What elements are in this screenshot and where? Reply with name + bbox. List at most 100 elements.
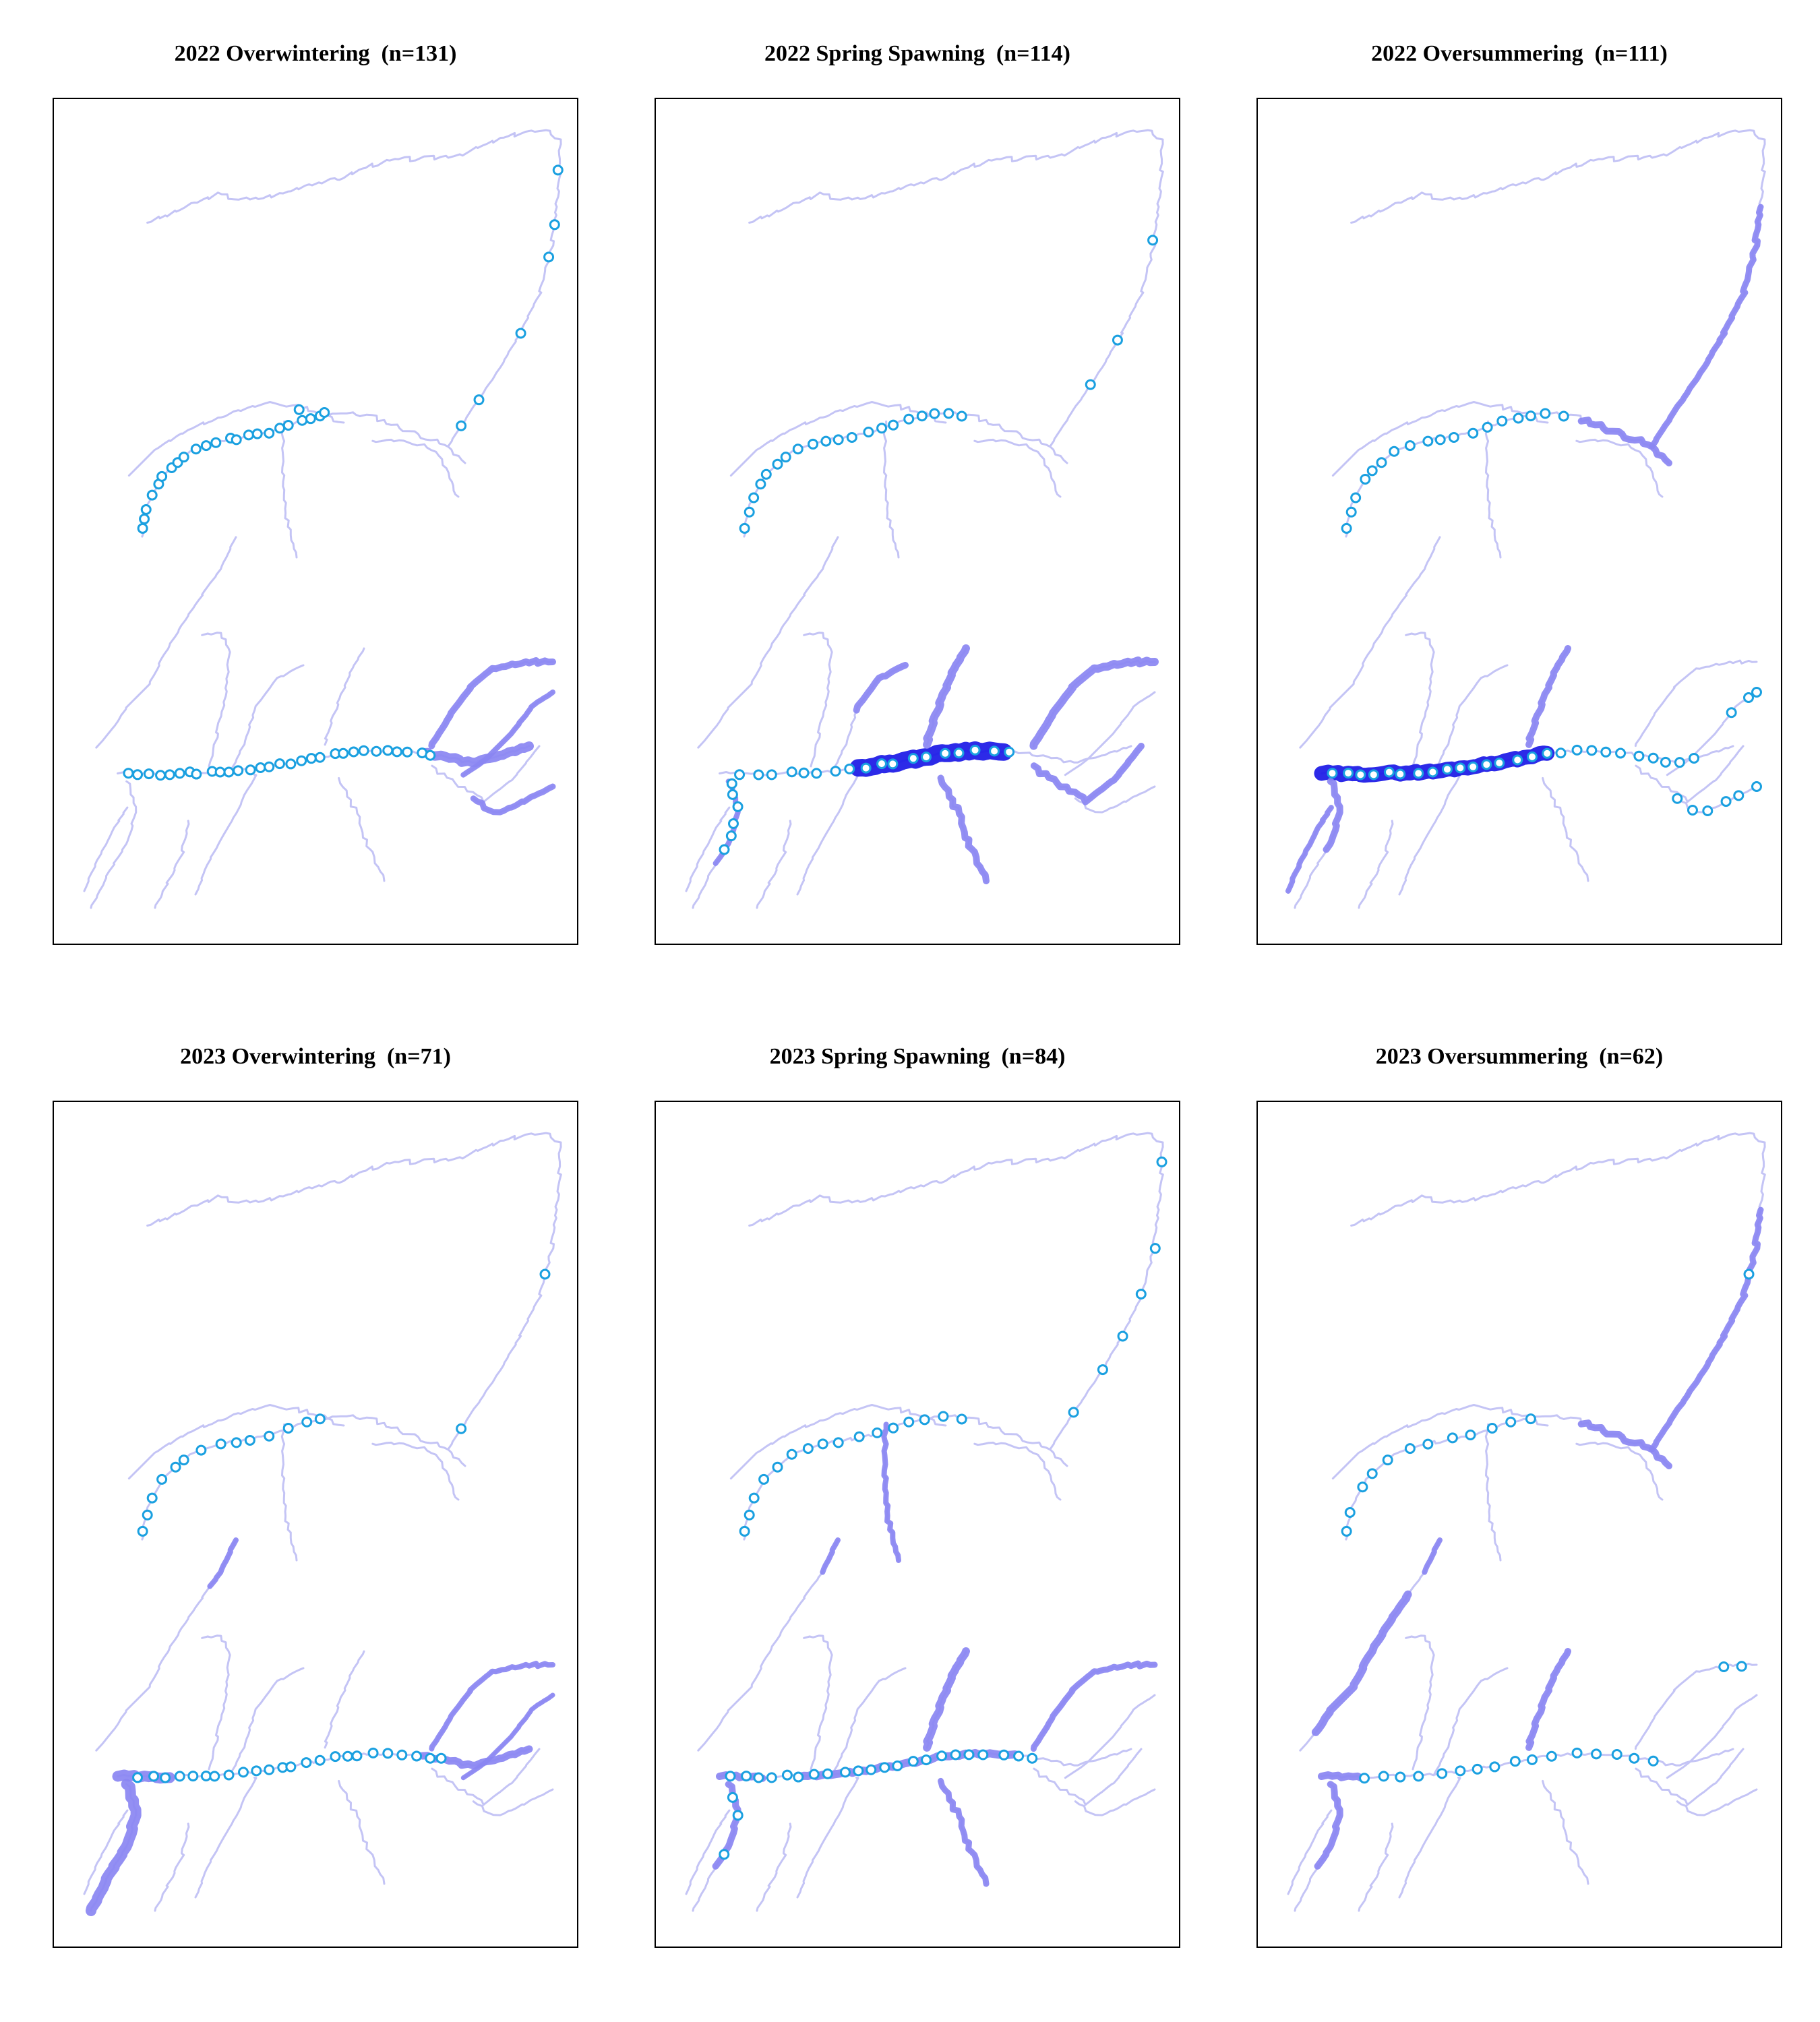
station-marker <box>282 419 294 431</box>
station-marker <box>1615 747 1627 759</box>
station-marker <box>1383 766 1395 778</box>
panel-2022-oversummering: 2022 Oversummering (n=111) <box>1256 34 1782 945</box>
station-marker <box>866 1764 877 1775</box>
station-marker <box>297 415 308 426</box>
station-marker <box>1542 747 1553 759</box>
station-marker <box>515 328 526 339</box>
river-coast <box>748 129 1164 224</box>
river-trib-e <box>796 1777 859 1899</box>
station-marker <box>243 429 254 441</box>
station-marker <box>402 746 413 758</box>
station-marker <box>950 1749 961 1760</box>
station-marker <box>264 761 275 772</box>
station-marker <box>1546 1750 1557 1762</box>
station-marker <box>231 434 242 446</box>
density-highlight <box>937 774 990 884</box>
density-highlight <box>429 1661 555 1752</box>
station-marker <box>1156 1156 1167 1167</box>
river-trib-c <box>324 1650 365 1749</box>
station-marker <box>1382 1454 1393 1466</box>
station-marker <box>314 1413 326 1425</box>
station-marker <box>719 844 730 855</box>
station-marker <box>1496 415 1508 427</box>
station-marker <box>146 489 158 501</box>
station-marker <box>319 406 330 418</box>
river-main-upper <box>1049 1141 1164 1450</box>
river-trib-a <box>803 632 833 768</box>
river-se-fork <box>1033 1748 1143 1806</box>
station-marker <box>744 506 755 518</box>
station-marker <box>1525 1413 1536 1425</box>
river-west-creek <box>1331 1404 1549 1480</box>
station-marker <box>1526 1754 1538 1765</box>
station-marker <box>330 1751 341 1763</box>
river-central-trib <box>280 1423 298 1562</box>
station-marker <box>156 1473 168 1485</box>
station-marker <box>1591 1748 1602 1760</box>
station-marker <box>956 1413 967 1425</box>
station-marker <box>719 1849 730 1860</box>
station-marker <box>1395 1771 1406 1783</box>
station-marker <box>156 470 168 482</box>
station-marker <box>1117 1330 1128 1342</box>
station-marker <box>725 1771 736 1782</box>
river-se-fork <box>1635 1748 1745 1806</box>
density-highlight <box>1323 778 1343 853</box>
station-marker <box>140 503 152 515</box>
station-marker <box>1611 1748 1622 1760</box>
station-marker <box>802 1443 814 1454</box>
river-coast <box>1350 129 1766 224</box>
panel-title: 2023 Oversummering (n=62) <box>1375 1044 1664 1069</box>
river-lines <box>1287 1132 1766 1912</box>
river-se-fork <box>431 745 541 803</box>
station-marker <box>1345 506 1357 518</box>
river-coast <box>146 1132 562 1227</box>
density-highlight <box>853 662 909 714</box>
river-sw-stem <box>697 536 839 749</box>
station-marker <box>772 1461 783 1473</box>
station-marker <box>1360 473 1371 485</box>
station-marker <box>1359 1773 1370 1784</box>
station-marker <box>876 758 888 770</box>
station-marker <box>1726 707 1737 718</box>
station-marker <box>382 745 394 756</box>
river-west-creek <box>127 1404 345 1480</box>
station-marker <box>853 1765 864 1777</box>
river-trib-b <box>229 664 305 774</box>
station-marker <box>155 770 166 781</box>
station-marker <box>1368 769 1379 780</box>
station-marker <box>1357 1481 1368 1493</box>
river-sw-stem <box>697 1539 839 1752</box>
station-marker <box>435 1752 447 1764</box>
river-lower-trib2 <box>1358 820 1394 909</box>
station-marker <box>1413 1771 1424 1782</box>
receiver-stations <box>1327 408 1762 817</box>
station-marker <box>123 768 134 779</box>
river-map <box>1256 1101 1782 1948</box>
station-marker <box>164 769 175 780</box>
river-map <box>53 1101 578 1948</box>
river-highlights <box>712 644 1159 884</box>
station-marker <box>391 746 402 758</box>
station-marker <box>187 1771 199 1782</box>
receiver-stations <box>123 164 564 781</box>
river-trib-c <box>324 647 365 746</box>
station-marker <box>726 778 737 789</box>
river-coast <box>748 1132 1164 1227</box>
river-map <box>53 98 578 945</box>
station-marker <box>245 764 256 776</box>
station-marker <box>1472 1763 1483 1775</box>
station-marker <box>1743 692 1755 703</box>
station-marker <box>425 1752 436 1764</box>
station-marker <box>1751 687 1762 698</box>
panel-2023-overwintering: 2023 Overwintering (n=71) <box>53 1037 578 1948</box>
station-marker <box>1413 768 1424 779</box>
station-marker <box>758 1473 770 1485</box>
station-marker <box>293 404 305 415</box>
station-marker <box>744 1509 755 1521</box>
station-marker <box>863 426 874 437</box>
river-lines <box>685 1132 1164 1912</box>
river-network-map <box>1285 129 1766 909</box>
river-se-fork <box>1635 745 1745 803</box>
station-marker <box>1481 759 1492 770</box>
